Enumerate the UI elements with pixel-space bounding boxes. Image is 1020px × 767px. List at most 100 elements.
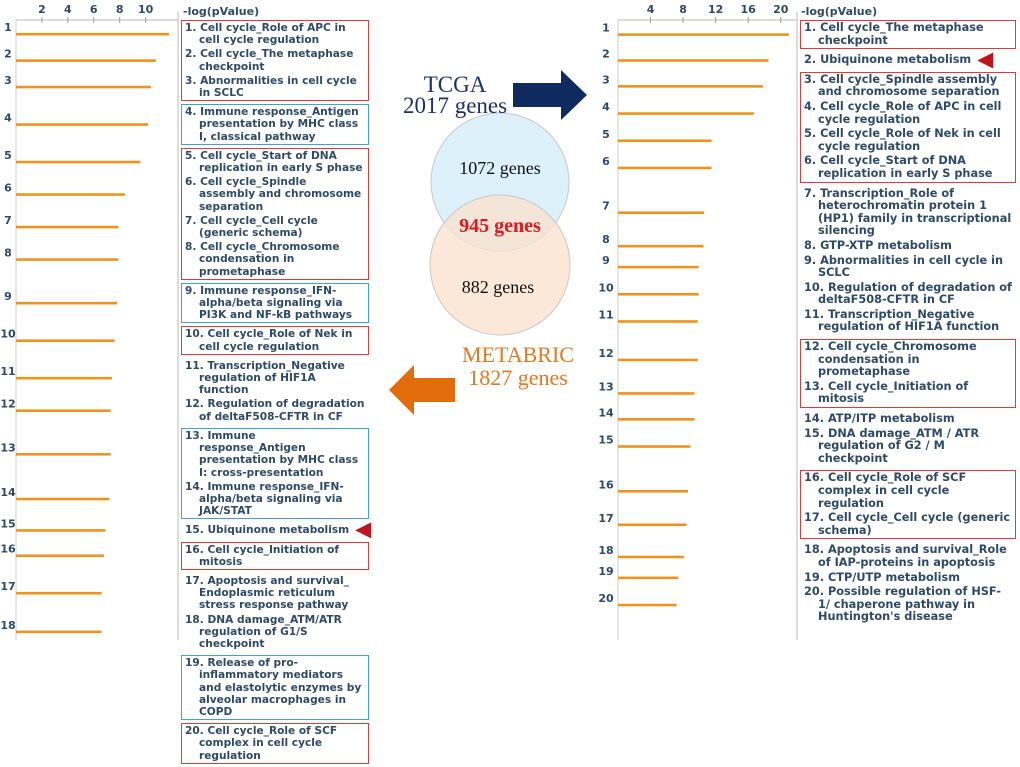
pathway-label: 11. Transcription_Negative regulation of… bbox=[185, 359, 345, 397]
y-tick-label: 3 bbox=[4, 74, 12, 87]
y-tick-label: 19 bbox=[598, 565, 613, 578]
bar bbox=[16, 376, 112, 380]
pathway-label: 17. Cell cycle_Cell cycle (generic schem… bbox=[804, 511, 1011, 537]
x-tick-label: 20 bbox=[773, 3, 789, 16]
bar bbox=[618, 523, 687, 527]
bar bbox=[16, 630, 102, 634]
pathway-box: 12. Cell cycle_Chromosome condensation i… bbox=[800, 339, 1016, 409]
bar bbox=[618, 112, 754, 115]
y-tick-label: 7 bbox=[602, 200, 610, 213]
pathway-label: 19. CTP/UTP metabolism bbox=[804, 570, 960, 584]
x-tick-label: 4 bbox=[64, 3, 72, 16]
x-tick-label: 2 bbox=[38, 3, 46, 16]
x-tick-label: 12 bbox=[708, 3, 723, 16]
pathway-label: 6. Cell cycle_Spindle assembly and chrom… bbox=[185, 176, 362, 213]
pointer-marker bbox=[355, 522, 372, 539]
pathway-label: 1. Cell cycle_The metaphase checkpoint bbox=[804, 21, 984, 47]
y-tick-label: 9 bbox=[4, 290, 12, 303]
pathway-label: 20. Cell cycle_Role of SCF complex in ce… bbox=[185, 725, 338, 762]
pathway-label: 19. Release of pro-inflammatory mediator… bbox=[185, 657, 362, 718]
bar bbox=[16, 529, 106, 532]
pathway-label: 16. Cell cycle_Role of SCF complex in ce… bbox=[804, 471, 967, 510]
y-tick-label: 5 bbox=[602, 128, 610, 141]
bar bbox=[16, 123, 149, 126]
pathway-box: 20. Cell cycle_Role of SCF complex in ce… bbox=[181, 723, 369, 764]
bar bbox=[618, 292, 699, 296]
y-tick-label: 5 bbox=[4, 149, 12, 162]
venn-set-size: 1827 genes bbox=[468, 365, 568, 390]
y-tick-label: 1 bbox=[602, 22, 610, 35]
venn-set-size: 2017 genes bbox=[403, 93, 507, 118]
bar bbox=[16, 409, 111, 412]
bar bbox=[16, 59, 156, 62]
arrow-left bbox=[389, 365, 455, 415]
y-tick-label: 13 bbox=[598, 380, 613, 393]
x-tick-label: 4 bbox=[647, 3, 655, 16]
pathway-label: 5. Cell cycle_Role of Nek in cell cycle … bbox=[804, 127, 1001, 153]
bar bbox=[618, 418, 695, 421]
pathway-label: 8. Cell cycle_Chromosome condensation in… bbox=[185, 241, 340, 278]
pathway-group: 11. Transcription_Negative regulation of… bbox=[181, 358, 369, 425]
bar bbox=[618, 489, 688, 493]
pointer-marker bbox=[977, 52, 994, 69]
x-tick-label: 16 bbox=[741, 3, 757, 16]
venn-region: 882 genes bbox=[462, 277, 534, 297]
y-tick-label: 2 bbox=[602, 47, 610, 60]
bar bbox=[618, 85, 763, 88]
y-tick-label: 15 bbox=[598, 434, 613, 447]
venn-circle-metabric bbox=[429, 194, 571, 336]
y-tick-label: 12 bbox=[0, 398, 15, 411]
pathway-box: 19. Release of pro-inflammatory mediator… bbox=[181, 655, 369, 721]
bar bbox=[16, 497, 110, 501]
pathway-label: 17. Apoptosis and survival_ Endoplasmic … bbox=[185, 574, 349, 612]
bar bbox=[618, 576, 679, 580]
bar bbox=[618, 139, 712, 143]
y-tick-label: 14 bbox=[598, 406, 614, 419]
pathway-label: 1. Cell cycle_Role of APC in cell cycle … bbox=[185, 22, 346, 47]
y-tick-label: 9 bbox=[602, 254, 610, 267]
x-tick-label: 10 bbox=[138, 3, 154, 16]
y-tick-label: 11 bbox=[598, 308, 613, 321]
pathway-box: 9. Immune response_IFN-alpha/beta signal… bbox=[181, 282, 369, 324]
bar bbox=[618, 555, 684, 559]
bar bbox=[16, 193, 125, 196]
y-tick-label: 8 bbox=[4, 247, 12, 260]
bar bbox=[16, 301, 118, 305]
pathway-box: 4. Immune response_Antigen presentation … bbox=[181, 104, 369, 145]
y-tick-label: 14 bbox=[0, 486, 16, 499]
bar bbox=[618, 59, 769, 62]
x-tick-label: 6 bbox=[90, 3, 98, 16]
page: TCGA 2017 genes 1072 genes 945 genes 882… bbox=[0, 3, 1016, 764]
y-tick-label: 16 bbox=[598, 478, 614, 491]
pathway-label: 14. Immune response_IFN-alpha/beta signa… bbox=[185, 480, 344, 518]
bar bbox=[16, 32, 169, 36]
pathway-label: 9. Abnormalities in cell cycle in SCLC bbox=[804, 253, 1004, 280]
pathway-group: 17. Apoptosis and survival_ Endoplasmic … bbox=[181, 573, 369, 652]
pathway-label: 11. Transcription_Negative regulation of… bbox=[804, 307, 1000, 334]
bar bbox=[618, 358, 698, 362]
pathway-group: 7. Transcription_Role of heterochromatin… bbox=[800, 186, 1016, 337]
venn-region: 945 genes bbox=[459, 215, 541, 237]
pathway-box: 3. Cell cycle_Spindle assembly and chrom… bbox=[800, 71, 1016, 183]
y-tick-label: 6 bbox=[602, 155, 610, 168]
y-tick-label: 20 bbox=[598, 592, 614, 605]
y-tick-label: 10 bbox=[598, 281, 614, 294]
pathway-label: 16. Cell cycle_Initiation of mitosis bbox=[185, 543, 339, 568]
pathway-list: 1. Cell cycle_The metaphase checkpoint 2.… bbox=[800, 20, 1016, 629]
bar bbox=[16, 160, 141, 164]
pathway-label: 12. Cell cycle_Chromosome condensation i… bbox=[804, 340, 977, 379]
pathway-label: 7. Cell cycle_Cell cycle (generic schema… bbox=[185, 214, 318, 240]
y-tick-label: 18 bbox=[0, 619, 15, 632]
pathway-group: 2. Ubiquinone metabolism bbox=[800, 52, 1016, 69]
pathway-label: 9. Immune response_IFN-alpha/beta signal… bbox=[185, 284, 353, 322]
pathway-label: 8. GTP-XTP metabolism bbox=[804, 238, 952, 252]
pathway-label: 12. Regulation of degradation of deltaF5… bbox=[185, 398, 365, 423]
bar bbox=[618, 244, 704, 248]
x-axis-label: -log(pValue) bbox=[801, 5, 877, 18]
bar bbox=[618, 211, 705, 215]
venn-region: 1072 genes bbox=[459, 158, 540, 178]
bar bbox=[618, 166, 712, 170]
pathway-label: 7. Transcription_Role of heterochromatin… bbox=[804, 186, 1012, 238]
pathway-label: 10. Cell cycle_Role of Nek in cell cycle… bbox=[185, 328, 353, 353]
pathway-label: 4. Immune response_Antigen presentation … bbox=[185, 106, 359, 143]
